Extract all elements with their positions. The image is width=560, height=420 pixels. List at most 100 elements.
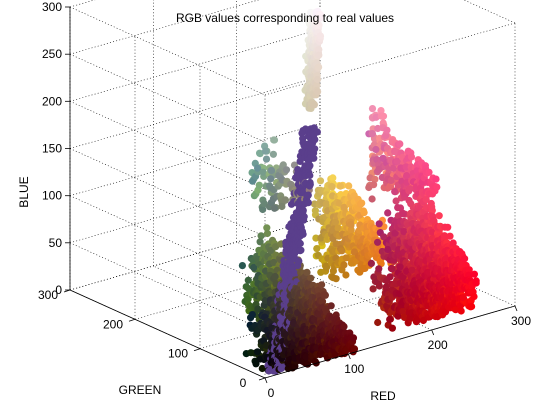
x-tick-label: 100: [344, 362, 364, 376]
data-point: [382, 283, 390, 291]
data-point: [461, 255, 469, 263]
y-tick-label: 200: [103, 317, 123, 331]
points-layer: [238, 7, 480, 375]
data-point: [306, 180, 314, 188]
data-point: [313, 245, 321, 253]
data-point: [315, 51, 323, 59]
data-point: [452, 306, 460, 314]
data-point: [304, 191, 312, 199]
data-point: [428, 203, 436, 211]
data-point: [315, 63, 323, 71]
data-point: [257, 232, 265, 240]
data-point: [340, 322, 348, 331]
data-point: [256, 238, 264, 246]
data-point: [435, 212, 443, 220]
grid-line: [69, 29, 321, 102]
data-point: [258, 364, 266, 373]
data-point: [306, 171, 314, 180]
data-point: [400, 228, 408, 236]
data-point: [394, 312, 402, 320]
data-point: [432, 175, 440, 183]
data-point: [393, 157, 401, 165]
data-point: [310, 101, 318, 109]
data-point: [303, 268, 311, 276]
data-point: [269, 150, 277, 158]
data-point: [252, 360, 260, 368]
data-point: [371, 175, 379, 183]
data-point: [313, 128, 321, 136]
data-point: [403, 172, 411, 180]
data-point: [425, 168, 433, 176]
data-point: [318, 281, 326, 289]
data-point: [457, 307, 465, 315]
grid-line: [69, 53, 266, 143]
grid-line: [69, 148, 266, 237]
data-point: [291, 269, 299, 278]
grid-line: [69, 101, 266, 190]
x-tick: [347, 353, 351, 360]
z-tick-label: 300: [42, 0, 62, 14]
data-point: [470, 270, 478, 278]
data-point: [329, 174, 337, 182]
data-point: [263, 224, 271, 232]
data-point: [331, 218, 339, 226]
data-point: [270, 258, 278, 266]
data-point: [329, 267, 337, 275]
data-point: [321, 291, 329, 299]
data-point: [407, 153, 416, 161]
y-axis-line: [69, 289, 266, 379]
data-point: [302, 353, 310, 361]
data-point: [332, 275, 340, 283]
data-point: [444, 223, 452, 231]
data-point: [299, 206, 307, 214]
data-point: [368, 130, 376, 138]
data-point: [338, 247, 346, 255]
y-tick: [193, 348, 201, 352]
data-point: [367, 259, 375, 267]
data-point: [271, 272, 279, 281]
data-point: [358, 199, 366, 207]
data-point: [261, 147, 270, 155]
data-point: [336, 182, 344, 190]
data-point: [368, 105, 377, 113]
data-point: [468, 302, 476, 311]
data-point: [316, 14, 324, 22]
data-point: [342, 254, 350, 262]
data-point: [296, 239, 304, 248]
data-point: [440, 232, 449, 240]
data-point: [316, 32, 325, 40]
data-point: [399, 307, 407, 315]
data-point: [255, 181, 263, 189]
data-point: [369, 285, 377, 293]
data-point: [256, 149, 264, 157]
box-edge: [264, 22, 516, 96]
y-tick-label: 300: [38, 288, 58, 302]
data-point: [386, 315, 394, 323]
data-point: [254, 164, 262, 172]
data-point: [340, 203, 348, 211]
data-point: [472, 279, 480, 287]
x-tick: [514, 305, 518, 312]
data-point: [318, 297, 326, 305]
data-point: [374, 318, 382, 327]
data-point: [282, 166, 291, 174]
z-tick-label: 150: [42, 142, 62, 156]
data-point: [312, 234, 320, 242]
data-point: [311, 136, 319, 144]
data-point: [379, 112, 388, 120]
data-point: [384, 245, 392, 254]
x-tick-label: 300: [511, 314, 531, 328]
data-point: [470, 293, 478, 301]
grid-line: [69, 0, 96, 8]
data-point: [278, 202, 286, 211]
data-point: [315, 21, 323, 29]
data-point: [306, 162, 314, 170]
data-point: [386, 273, 394, 281]
data-point: [459, 294, 467, 302]
data-point: [304, 199, 312, 207]
grid-line: [69, 0, 260, 55]
data-point: [311, 207, 319, 215]
data-point: [446, 232, 454, 240]
